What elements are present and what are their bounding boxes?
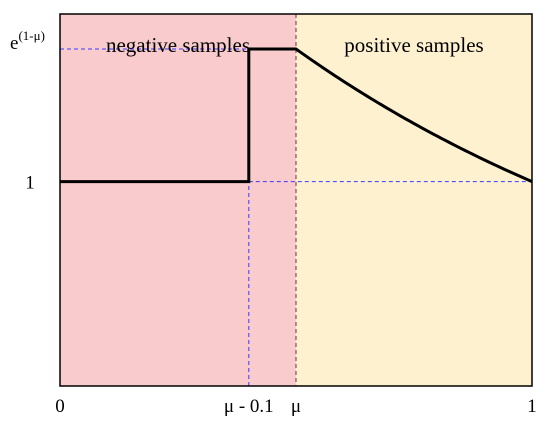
weight-function-line (60, 47, 533, 184)
x-tick-label: 1 (527, 396, 537, 417)
x-tick-label: μ - 0.1 (224, 396, 274, 417)
x-tick-label: μ (291, 396, 301, 417)
y-tick-label-base: e (10, 33, 18, 54)
y-tick-labels: 1 e(1-μ) (10, 28, 45, 194)
negative-region (60, 14, 296, 386)
plot-frame (59, 13, 533, 387)
x-tick-label: 0 (55, 396, 65, 417)
y-tick-label: 1 (25, 173, 35, 194)
positive-region (296, 14, 532, 386)
x-tick-labels: 0 μ - 0.1 μ 1 (55, 396, 537, 417)
y-tick-label-exponent: (1-μ) (18, 28, 44, 43)
y-tick-label-exponential: e(1-μ) (10, 28, 45, 54)
region-label-positive: positive samples (344, 33, 483, 57)
region-label-negative: negative samples (106, 33, 250, 57)
